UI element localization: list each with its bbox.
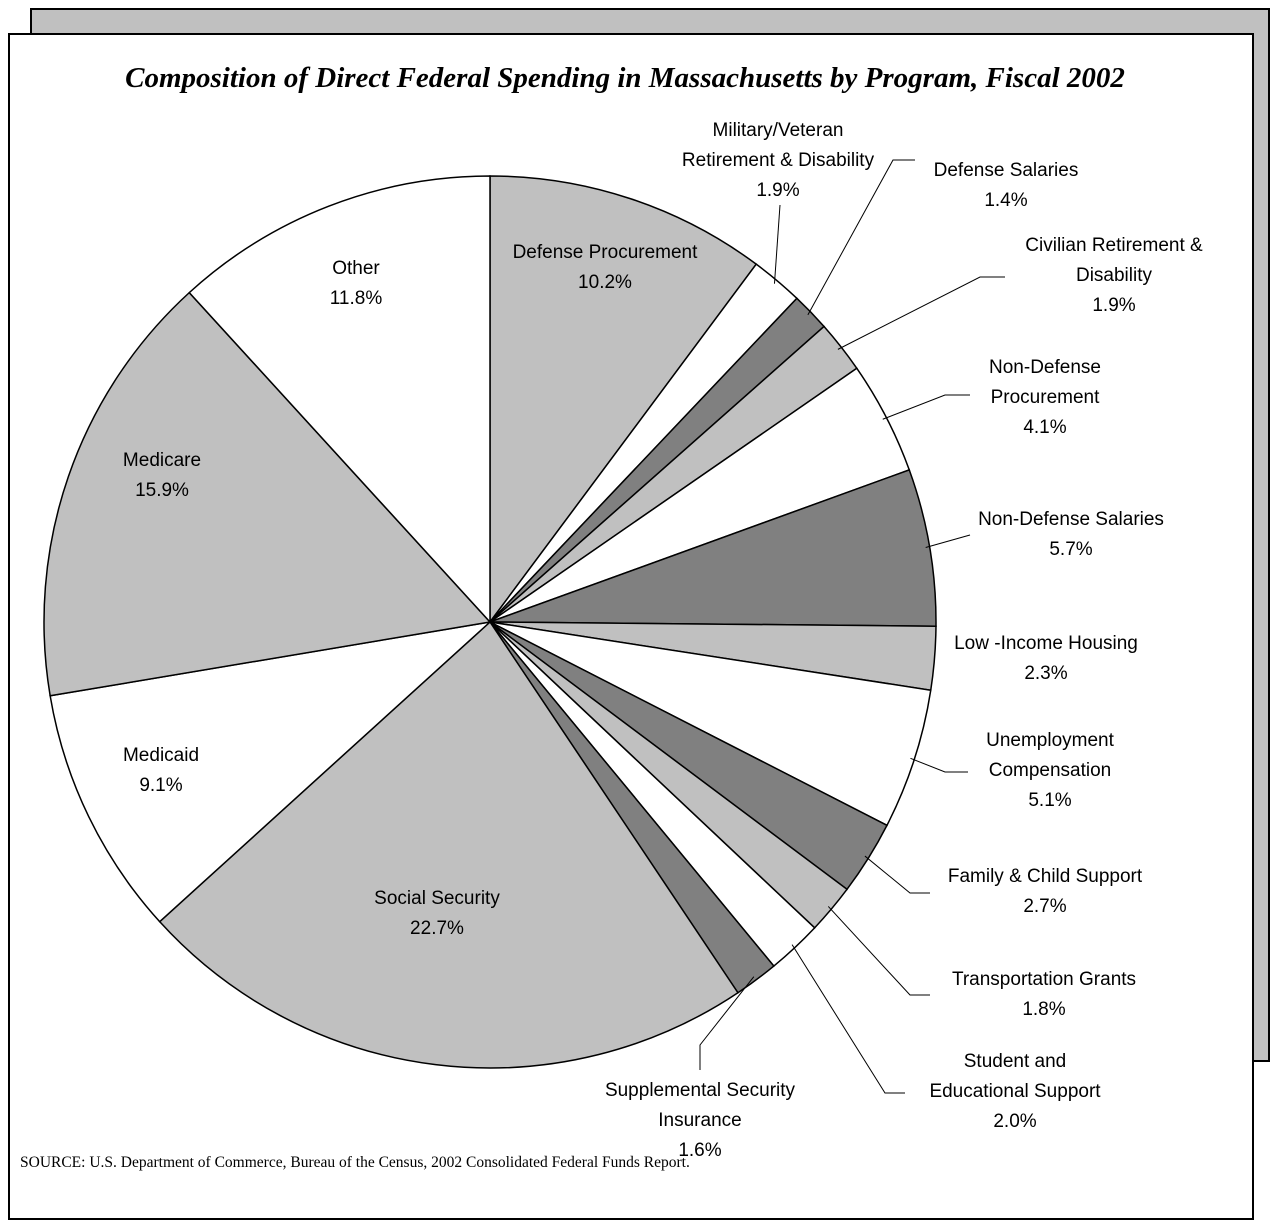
leader-line	[837, 276, 1005, 350]
slice-percent: 1.6%	[678, 1140, 722, 1161]
pie-slice	[188, 175, 491, 624]
slice-percent: 10.2%	[578, 272, 632, 293]
slice-percent: 4.1%	[1023, 417, 1067, 438]
slice-label: Medicare 15.9%	[123, 446, 201, 506]
slice-name: Medicaid	[122, 745, 200, 766]
leader-line	[882, 394, 970, 420]
slice-name: Family & Child Support	[947, 866, 1143, 887]
pie-slice	[49, 620, 493, 923]
slice-percent: 5.7%	[1049, 539, 1093, 560]
leader-line	[773, 204, 781, 284]
slice-percent: 22.7%	[410, 918, 464, 939]
leader-line	[807, 159, 915, 316]
pie-slice	[489, 175, 758, 625]
slice-label: Non-Defense Salaries 5.7%	[978, 505, 1164, 565]
slice-name: Other	[332, 258, 380, 279]
slice-label: Student and Educational Support 2.0%	[929, 1047, 1100, 1137]
slice-label: Transportation Grants 1.8%	[952, 965, 1136, 1025]
slice-percent: 1.9%	[756, 180, 800, 201]
leader-line	[864, 855, 930, 894]
slice-name: Medicare	[122, 450, 202, 471]
leader-line	[699, 976, 755, 1070]
slice-percent: 1.8%	[1022, 999, 1066, 1020]
slice-label: Civilian Retirement & Disability 1.9%	[1025, 231, 1202, 321]
slice-label: Family & Child Support 2.7%	[948, 862, 1142, 922]
slice-label: Supplemental Security Insurance 1.6%	[605, 1076, 795, 1166]
source-note: SOURCE: U.S. Department of Commerce, Bur…	[20, 1154, 690, 1171]
leader-line	[827, 906, 930, 996]
slice-label: Other 11.8%	[330, 254, 382, 314]
chart-title: Composition of Direct Federal Spending i…	[125, 62, 1125, 94]
slice-label: Unemployment Compensation 5.1%	[986, 726, 1114, 816]
slice-name: Defense Procurement	[512, 242, 698, 263]
slice-name: Low -Income Housing	[954, 633, 1138, 654]
slice-percent: 9.1%	[139, 775, 183, 796]
slice-name: Supplemental Security Insurance	[604, 1080, 796, 1131]
slice-label: Medicaid 9.1%	[123, 741, 199, 801]
slice-percent: 1.4%	[984, 190, 1028, 211]
slice-name: Civilian Retirement & Disability	[1025, 235, 1203, 286]
leader-line	[910, 757, 968, 773]
leader-line	[925, 534, 971, 549]
slice-name: Transportation Grants	[951, 969, 1137, 990]
slice-name: Non-Defense Procurement	[989, 357, 1101, 408]
slice-label: Social Security 22.7%	[374, 884, 500, 944]
slice-percent: 15.9%	[135, 480, 189, 501]
slice-label: Military/Veteran Retirement & Disability…	[682, 116, 874, 206]
pie-slice	[158, 620, 739, 1069]
slice-name: Social Security	[374, 888, 500, 909]
pie-slice	[43, 291, 492, 697]
slice-label: Defense Procurement 10.2%	[513, 238, 698, 298]
slice-name: Military/Veteran Retirement & Disability	[681, 120, 875, 171]
slice-name: Defense Salaries	[933, 160, 1079, 181]
slice-percent: 1.9%	[1092, 295, 1136, 316]
slice-name: Unemployment Compensation	[986, 730, 1114, 781]
slice-percent: 5.1%	[1028, 790, 1072, 811]
slice-label: Low -Income Housing 2.3%	[954, 629, 1138, 689]
slice-percent: 2.7%	[1023, 896, 1067, 917]
slice-percent: 2.0%	[993, 1111, 1037, 1132]
slice-label: Non-Defense Procurement 4.1%	[989, 353, 1101, 443]
slice-label: Defense Salaries 1.4%	[934, 156, 1079, 216]
leader-line	[791, 944, 905, 1094]
slice-name: Non-Defense Salaries	[978, 509, 1164, 530]
slice-percent: 11.8%	[329, 288, 383, 309]
slice-name: Student and Educational Support	[929, 1051, 1101, 1102]
slice-percent: 2.3%	[1024, 663, 1068, 684]
